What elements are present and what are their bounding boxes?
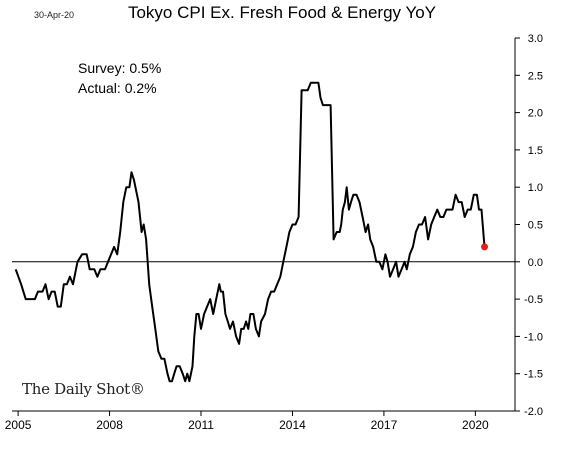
date-label: 30-Apr-20 <box>34 10 75 20</box>
y-tick-label: 0.0 <box>528 257 543 269</box>
y-tick-label: 0.5 <box>528 220 543 232</box>
x-tick-label: 2011 <box>188 418 214 432</box>
x-tick-label: 2020 <box>462 418 489 432</box>
x-tick-label: 2005 <box>5 418 32 432</box>
x-tick-label: 2017 <box>371 418 398 432</box>
y-tick-label: 2.5 <box>528 70 543 82</box>
latest-value-marker <box>481 243 489 251</box>
y-tick-label: -1.0 <box>524 331 543 343</box>
y-tick-label: 1.5 <box>528 145 543 157</box>
y-tick-label: 2.0 <box>528 108 543 120</box>
x-tick-label: 2008 <box>96 418 123 432</box>
survey-annotation: Survey: 0.5% <box>78 60 162 76</box>
daily-shot-logo: The Daily Shot® <box>22 380 145 398</box>
y-tick-label: 1.0 <box>528 182 543 194</box>
y-tick-label: -1.5 <box>524 369 543 381</box>
chart-title: Tokyo CPI Ex. Fresh Food & Energy YoY <box>127 3 437 22</box>
y-tick-label: -2.0 <box>524 406 543 418</box>
x-tick-label: 2014 <box>279 418 306 432</box>
y-tick-label: 3.0 <box>528 33 543 45</box>
y-tick-label: -0.5 <box>524 294 543 306</box>
actual-annotation: Actual: 0.2% <box>78 80 157 96</box>
cpi-series-line <box>14 81 486 383</box>
